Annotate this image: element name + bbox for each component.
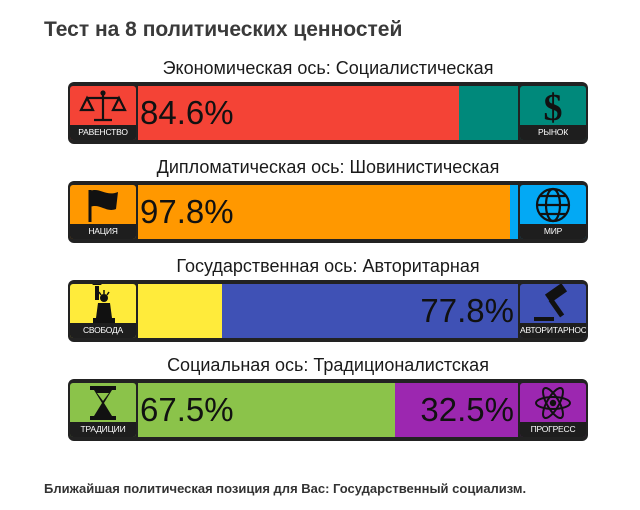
scales-icon: РАВЕНСТВО (70, 86, 136, 140)
icon-label: РЫНОК (520, 125, 586, 140)
axis-state: Государственная ось: Авторитарная СВОБОД… (68, 256, 588, 352)
axis-bar: РАВЕНСТВО 84.6% $ РЫНОК (68, 82, 588, 144)
icon-label: НАЦИЯ (70, 224, 136, 239)
right-segment (509, 185, 518, 239)
right-percent: 77.8% (420, 292, 514, 329)
icon-label: МИР (520, 224, 586, 239)
left-segment: 67.5% (138, 383, 395, 437)
left-percent: 97.8% (140, 193, 234, 230)
bar-track: 67.5% 32.5% (138, 383, 518, 437)
right-segment (459, 86, 518, 140)
icon-label: АВТОРИТАРНОСТЬ (520, 323, 586, 338)
axis-label: Государственная ось: Авторитарная (176, 256, 480, 276)
left-percent: 84.6% (140, 94, 234, 131)
icon-label: ПРОГРЕСС (520, 422, 586, 437)
left-segment: 97.8% (138, 185, 510, 239)
axis-label: Социальная ось: Традиционалистская (167, 355, 489, 375)
icon-label: СВОБОДА (70, 323, 136, 338)
axis-diplomatic: Дипломатическая ось: Шовинистическая НАЦ… (68, 157, 588, 253)
axis-label: Экономическая ось: Социалистическая (162, 58, 494, 78)
left-segment (138, 284, 223, 338)
axis-economic: Экономическая ось: Социалистическая РАВЕ… (68, 58, 588, 154)
left-segment: 84.6% (138, 86, 460, 140)
icon-label: ТРАДИЦИИ (70, 422, 136, 437)
axis-bar: СВОБОДА 77.8% АВТОРИТАРНОСТЬ (68, 280, 588, 342)
hourglass-icon: ТРАДИЦИИ (70, 383, 136, 437)
svg-text:$: $ (544, 87, 563, 126)
closest-position: Ближайшая политическая позиция для Вас: … (44, 481, 527, 496)
page-title: Тест на 8 политических ценностей (44, 18, 403, 41)
bar-track: 97.8% (138, 185, 518, 239)
bar-track: 77.8% (138, 284, 518, 338)
gavel-icon: АВТОРИТАРНОСТЬ (520, 284, 586, 338)
atom-icon: ПРОГРЕСС (520, 383, 586, 437)
right-segment: 32.5% (394, 383, 518, 437)
right-segment: 77.8% (222, 284, 518, 338)
axis-label: Дипломатическая ось: Шовинистическая (156, 157, 500, 177)
left-percent: 67.5% (140, 391, 234, 428)
axis-social: Социальная ось: Традиционалистская ТРАДИ… (68, 355, 588, 451)
axis-bar: ТРАДИЦИИ 67.5% 32.5% ПРОГРЕСС (68, 379, 588, 441)
globe-icon: МИР (520, 185, 586, 239)
right-percent: 32.5% (420, 391, 514, 428)
statue-of-liberty-icon: СВОБОДА (70, 284, 136, 338)
bar-track: 84.6% (138, 86, 518, 140)
dollar-icon: $ РЫНОК (520, 86, 586, 140)
axis-bar: НАЦИЯ 97.8% МИР (68, 181, 588, 243)
icon-label: РАВЕНСТВО (70, 125, 136, 140)
flag-icon: НАЦИЯ (70, 185, 136, 239)
